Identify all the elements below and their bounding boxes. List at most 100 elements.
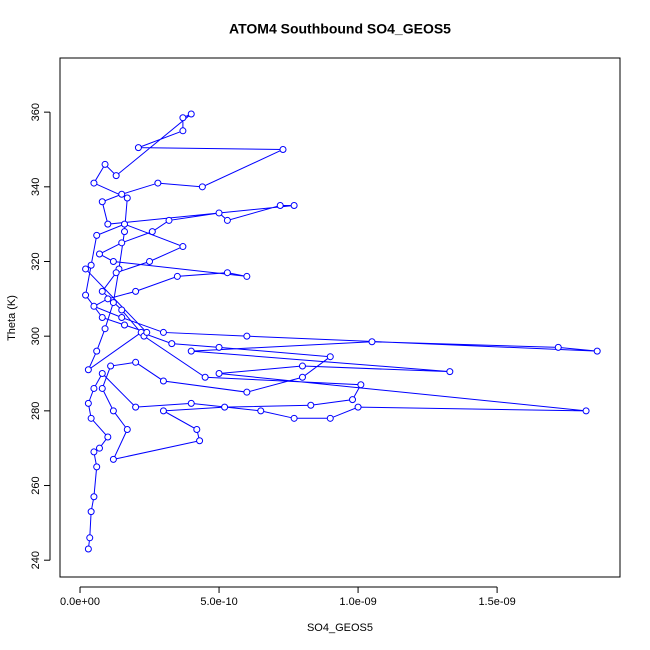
data-point — [159, 377, 167, 385]
data-point — [101, 160, 109, 168]
data-point — [159, 328, 167, 336]
data-point — [118, 239, 126, 247]
data-point — [98, 384, 106, 392]
data-point — [257, 407, 265, 415]
data-point — [173, 272, 181, 280]
x-axis-label: SO4_GEOS5 — [307, 622, 373, 634]
data-point — [196, 437, 204, 445]
data-point — [298, 373, 306, 381]
data-point — [368, 338, 376, 346]
data-point — [82, 265, 90, 273]
data-point — [582, 407, 590, 415]
data-point — [187, 347, 195, 355]
data-point — [121, 321, 129, 329]
data-point — [168, 340, 176, 348]
data-point — [132, 287, 140, 295]
data-point — [118, 306, 126, 314]
data-point — [354, 403, 362, 411]
data-point — [179, 243, 187, 251]
data-point — [326, 353, 334, 361]
data-point — [107, 362, 115, 370]
data-point — [82, 291, 90, 299]
data-point — [134, 144, 142, 152]
data-point — [90, 179, 98, 187]
x-tick-label: 5.0e-10 — [200, 596, 237, 608]
data-point — [112, 269, 120, 277]
plot-frame — [59, 57, 621, 578]
data-point — [95, 444, 103, 452]
data-point — [84, 366, 92, 374]
data-point — [104, 295, 112, 303]
data-point — [98, 287, 106, 295]
data-point — [215, 209, 223, 217]
data-point — [223, 216, 231, 224]
data-point — [132, 403, 140, 411]
data-point — [123, 194, 131, 202]
data-point — [593, 347, 601, 355]
data-point — [554, 343, 562, 351]
chart-title: ATOM4 Southbound SO4_GEOS5 — [229, 21, 451, 37]
data-point — [87, 261, 95, 269]
data-point — [357, 381, 365, 389]
data-point — [215, 343, 223, 351]
data-point — [179, 114, 187, 122]
x-tick-label: 0.0e+00 — [60, 596, 100, 608]
data-point — [148, 228, 156, 236]
data-point — [109, 407, 117, 415]
data-point — [93, 231, 101, 239]
data-point — [95, 250, 103, 258]
data-point — [276, 201, 284, 209]
y-tick-label: 280 — [30, 402, 42, 420]
y-tick-label: 260 — [30, 476, 42, 494]
data-point — [90, 493, 98, 501]
data-point — [98, 314, 106, 321]
data-point — [243, 332, 251, 340]
data-point — [90, 302, 98, 310]
data-point — [104, 220, 112, 228]
data-point — [123, 426, 131, 434]
data-point — [243, 388, 251, 396]
data-point — [121, 220, 129, 228]
data-point — [109, 455, 117, 463]
data-point — [201, 373, 209, 381]
data-point — [279, 145, 287, 153]
data-point — [221, 403, 229, 411]
data-point — [193, 426, 201, 434]
data-point — [93, 463, 101, 471]
data-point — [118, 190, 126, 198]
data-point — [349, 396, 357, 404]
data-point — [215, 370, 223, 378]
data-point — [243, 272, 251, 280]
data-point — [290, 201, 298, 209]
y-tick-label: 240 — [30, 551, 42, 569]
data-point — [87, 414, 95, 422]
data-point — [118, 314, 126, 321]
data-point — [298, 362, 306, 370]
y-tick-label: 360 — [30, 103, 42, 121]
data-point — [223, 269, 231, 277]
data-point — [90, 448, 98, 456]
data-point — [90, 384, 98, 392]
data-point — [143, 328, 151, 336]
data-point — [112, 172, 120, 180]
data-point — [187, 399, 195, 407]
data-point — [109, 257, 117, 265]
data-point — [290, 414, 298, 422]
data-point — [146, 257, 154, 265]
data-point — [446, 368, 454, 376]
data-point — [187, 110, 195, 118]
data-point — [101, 325, 109, 333]
data-point — [307, 401, 315, 409]
data-point — [132, 358, 140, 366]
data-point — [104, 433, 112, 441]
data-point — [198, 183, 206, 191]
data-point — [98, 198, 106, 206]
data-point — [179, 127, 187, 135]
data-point — [121, 228, 129, 236]
y-tick-label: 340 — [30, 178, 42, 196]
data-point — [87, 508, 95, 516]
data-point — [165, 216, 173, 224]
x-tick-label: 1.0e-09 — [339, 596, 376, 608]
data-point — [98, 370, 106, 378]
